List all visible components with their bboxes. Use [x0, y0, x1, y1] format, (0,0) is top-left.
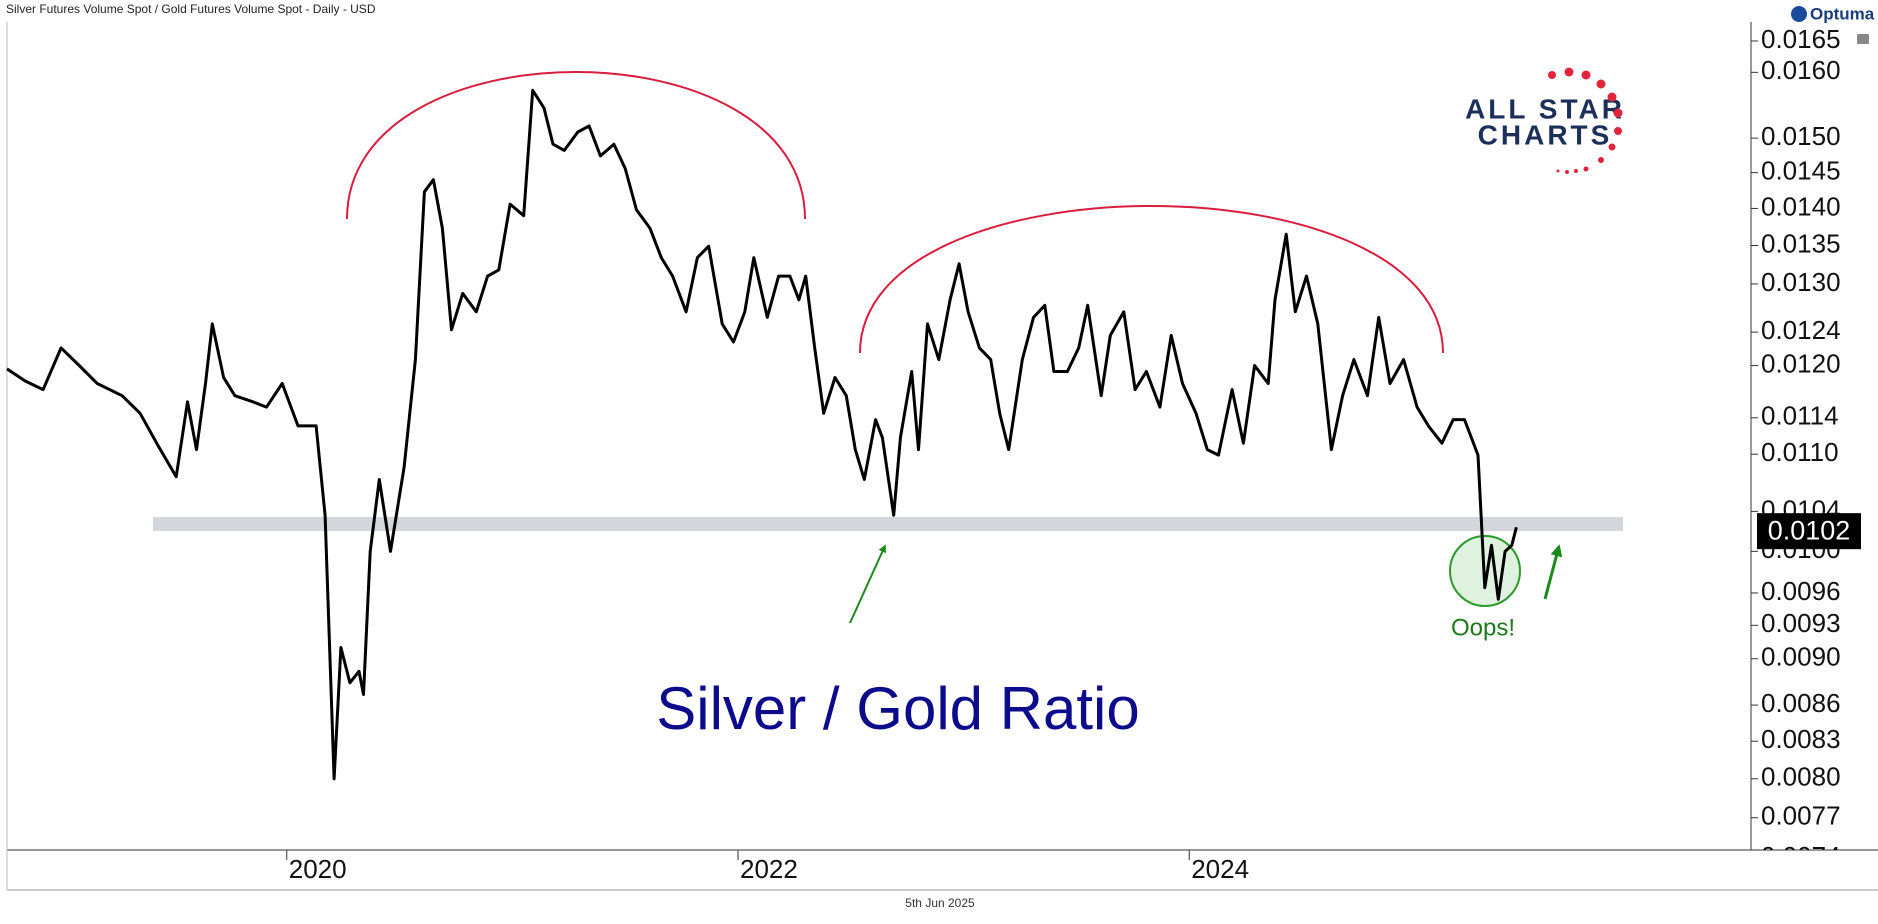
- footer-date: 5th Jun 2025: [905, 896, 975, 910]
- y-tick-label: 0.0077: [1761, 801, 1841, 831]
- last-value-box: [1757, 513, 1861, 550]
- y-tick-label: 0.0083: [1761, 724, 1841, 754]
- logo-stars: [1548, 67, 1623, 174]
- brand: Optuma: [1810, 4, 1875, 23]
- x-tick-label: 2022: [740, 854, 798, 884]
- y-tick-label: 0.0120: [1761, 348, 1841, 378]
- data-line: [6, 88, 1518, 781]
- y-tick-label: 0.0160: [1761, 55, 1841, 85]
- y-tick-label: 0.0165: [1761, 24, 1841, 54]
- y-tick-label: 0.0086: [1761, 688, 1841, 718]
- logo-icon: [1791, 6, 1807, 22]
- y-tick-label: 0.0093: [1761, 608, 1841, 638]
- y-tick-label: 0.0114: [1761, 401, 1839, 431]
- arrow: [849, 544, 886, 624]
- arc: [346, 71, 806, 220]
- arrow: [1543, 544, 1563, 600]
- y-tick-label: 0.0140: [1761, 191, 1841, 221]
- y-tick-label: 0.0124: [1761, 315, 1841, 345]
- brand-logo: ALL STAR: [1465, 93, 1625, 124]
- support-band: [153, 517, 1623, 531]
- chart-title: Silver / Gold Ratio: [656, 675, 1140, 742]
- x-tick-label: 2020: [289, 854, 347, 884]
- y-tick-label: 0.0110: [1761, 437, 1839, 467]
- lock-icon: [1857, 34, 1869, 44]
- y-tick-label: 0.0090: [1761, 642, 1841, 672]
- x-tick-label: 2024: [1191, 854, 1249, 884]
- y-tick-label: 0.0150: [1761, 121, 1841, 151]
- arc: [859, 205, 1444, 354]
- last-value-label: 0.0102: [1768, 515, 1851, 545]
- brand-logo: CHARTS: [1478, 119, 1613, 150]
- chart-header: Silver Futures Volume Spot / Gold Future…: [6, 2, 376, 16]
- annotation: Oops!: [1451, 614, 1515, 641]
- y-tick-label: 0.0130: [1761, 267, 1841, 297]
- y-tick-label: 0.0080: [1761, 762, 1841, 792]
- y-tick-label: 0.0096: [1761, 576, 1841, 606]
- y-tick-label: 0.0145: [1761, 156, 1841, 186]
- y-tick-label: 0.0074: [1761, 841, 1841, 871]
- y-tick-label: 0.0135: [1761, 228, 1841, 258]
